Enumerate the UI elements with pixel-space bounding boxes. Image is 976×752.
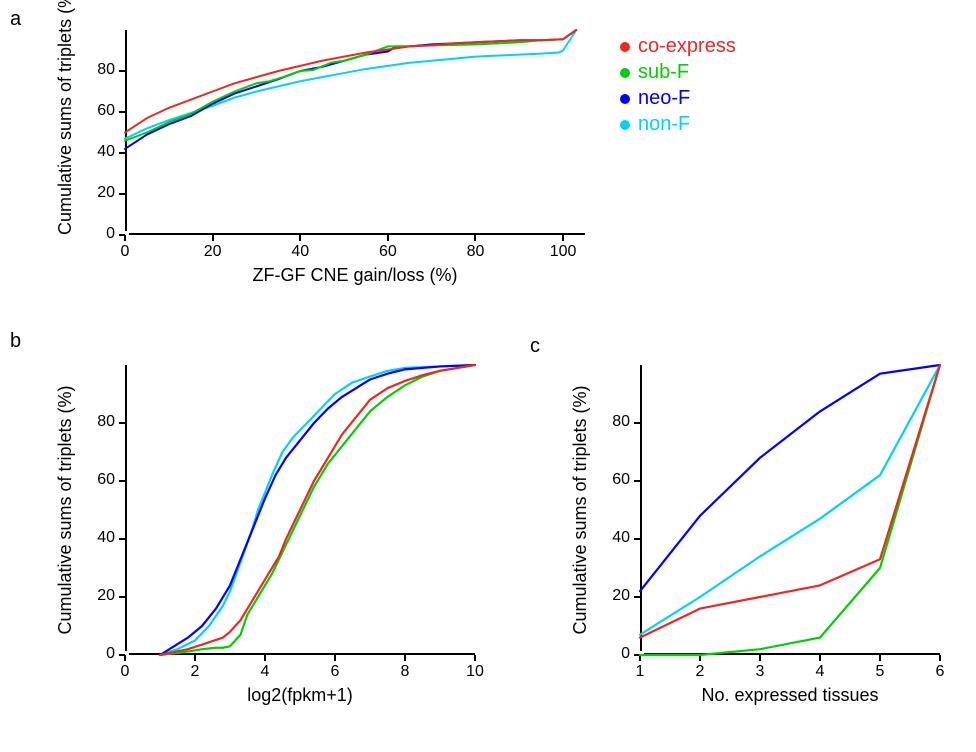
y-tick-label: 40 xyxy=(75,143,115,161)
series-co_express xyxy=(125,30,576,133)
x-tick-label: 4 xyxy=(800,663,840,681)
x-tick-label: 6 xyxy=(315,663,355,681)
y-tick-label: 40 xyxy=(75,529,115,547)
x-tick-label: 5 xyxy=(860,663,900,681)
legend-label: co-express xyxy=(638,35,736,58)
legend-item: neo-F xyxy=(620,87,690,110)
x-tick xyxy=(474,655,476,661)
y-tick-label: 80 xyxy=(590,413,630,431)
x-tick xyxy=(879,655,881,661)
x-tick-label: 4 xyxy=(245,663,285,681)
y-axis-title: Cumulative sums of triplets (%) xyxy=(570,365,591,655)
legend-dot-icon xyxy=(620,120,630,130)
y-tick-label: 20 xyxy=(590,587,630,605)
series-sub_f xyxy=(125,30,576,141)
series-non_f xyxy=(640,365,940,635)
x-tick xyxy=(819,655,821,661)
x-tick xyxy=(387,235,389,241)
panel-label-a: a xyxy=(10,8,21,31)
chart-lines xyxy=(640,365,940,655)
series-sub_f xyxy=(160,365,475,655)
x-tick xyxy=(759,655,761,661)
series-co_express xyxy=(640,365,940,638)
x-tick xyxy=(194,655,196,661)
chart-b: 0246810020406080log2(fpkm+1)Cumulative s… xyxy=(125,365,475,655)
x-tick xyxy=(562,235,564,241)
x-tick xyxy=(404,655,406,661)
y-tick-label: 40 xyxy=(590,529,630,547)
legend-item: co-express xyxy=(620,35,736,58)
x-axis-title: No. expressed tissues xyxy=(640,685,940,706)
x-tick xyxy=(939,655,941,661)
x-axis-title: log2(fpkm+1) xyxy=(125,685,475,706)
x-tick-label: 3 xyxy=(740,663,780,681)
legend-dot-icon xyxy=(620,68,630,78)
x-tick xyxy=(474,235,476,241)
series-non_f xyxy=(125,30,576,139)
x-tick xyxy=(334,655,336,661)
series-neo_f xyxy=(640,365,940,591)
y-tick-label: 20 xyxy=(75,587,115,605)
x-axis-title: ZF-GF CNE gain/loss (%) xyxy=(125,265,585,286)
x-tick-label: 2 xyxy=(680,663,720,681)
x-tick-label: 10 xyxy=(455,663,495,681)
x-tick-label: 40 xyxy=(280,243,320,261)
x-tick-label: 80 xyxy=(455,243,495,261)
chart-lines xyxy=(125,30,585,235)
y-tick-label: 0 xyxy=(75,225,115,243)
x-tick xyxy=(299,235,301,241)
series-neo_f xyxy=(125,30,576,149)
x-tick-label: 0 xyxy=(105,663,145,681)
series-co_express xyxy=(160,365,475,655)
x-tick-label: 20 xyxy=(193,243,233,261)
y-tick-label: 0 xyxy=(75,645,115,663)
x-tick-label: 100 xyxy=(543,243,583,261)
legend-item: non-F xyxy=(620,113,690,136)
x-tick-label: 60 xyxy=(368,243,408,261)
chart-a: 020406080100020406080ZF-GF CNE gain/loss… xyxy=(125,30,585,235)
y-tick-label: 60 xyxy=(75,471,115,489)
panel-label-b: b xyxy=(10,330,21,353)
x-tick-label: 2 xyxy=(175,663,215,681)
y-tick-label: 60 xyxy=(590,471,630,489)
x-tick-label: 0 xyxy=(105,243,145,261)
series-neo_f xyxy=(160,365,475,655)
y-axis-title: Cumulative sums of triplets (%) xyxy=(55,365,76,655)
chart-c: 123456020406080No. expressed tissuesCumu… xyxy=(640,365,940,655)
y-tick-label: 60 xyxy=(75,102,115,120)
x-tick-label: 6 xyxy=(920,663,960,681)
panel-label-c: c xyxy=(530,335,540,358)
legend-label: non-F xyxy=(638,113,690,136)
y-tick-label: 20 xyxy=(75,184,115,202)
legend-dot-icon xyxy=(620,42,630,52)
x-tick xyxy=(212,235,214,241)
x-tick-label: 1 xyxy=(620,663,660,681)
legend-label: sub-F xyxy=(638,61,689,84)
legend-label: neo-F xyxy=(638,87,690,110)
legend-dot-icon xyxy=(620,94,630,104)
y-tick-label: 80 xyxy=(75,61,115,79)
series-non_f xyxy=(160,365,475,655)
chart-lines xyxy=(125,365,475,655)
x-tick-label: 8 xyxy=(385,663,425,681)
y-tick-label: 80 xyxy=(75,413,115,431)
legend-item: sub-F xyxy=(620,61,689,84)
y-tick-label: 0 xyxy=(590,645,630,663)
x-tick xyxy=(264,655,266,661)
y-axis-title: Cumulative sums of triplets (%) xyxy=(55,30,76,235)
